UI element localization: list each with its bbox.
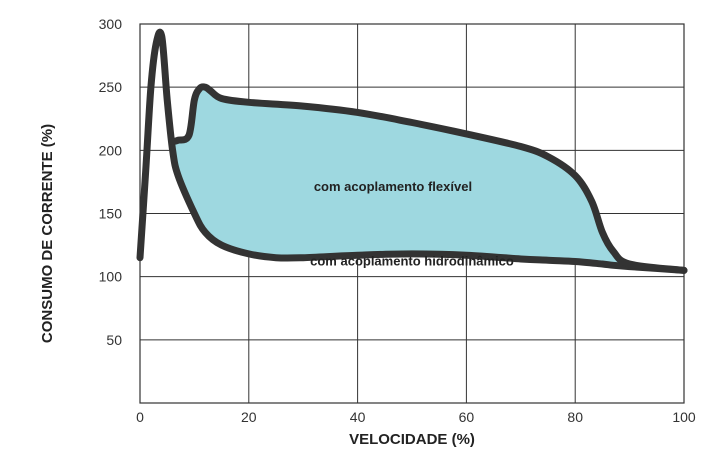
series-line-hidrodinamico xyxy=(136,28,688,274)
y-tick-label: 100 xyxy=(99,269,123,285)
annotation-hidrodinamico: com acoplamento hidrodinâmico xyxy=(310,253,514,268)
x-tick-label: 80 xyxy=(567,409,583,425)
x-tick-label: 20 xyxy=(241,409,257,425)
x-tick-label: 100 xyxy=(672,409,696,425)
x-tick-label: 60 xyxy=(459,409,475,425)
y-tick-label: 300 xyxy=(99,16,123,32)
x-tick-label: 40 xyxy=(350,409,366,425)
annotation-flexivel: com acoplamento flexível xyxy=(314,179,472,194)
y-tick-label: 50 xyxy=(106,332,122,348)
series-line-flexivel xyxy=(169,83,688,274)
y-tick-label: 200 xyxy=(99,142,123,158)
y-axis-label: CONSUMO DE CORRENTE (%) xyxy=(39,124,56,343)
x-tick-label: 0 xyxy=(136,409,144,425)
y-tick-label: 250 xyxy=(99,79,123,95)
y-tick-label: 150 xyxy=(99,206,123,222)
tick-labels: 0 20 40 60 80 100 50 100 150 200 250 300 xyxy=(99,16,696,425)
x-axis-label: VELOCIDADE (%) xyxy=(349,431,475,448)
fill-region-between-curves xyxy=(172,86,684,271)
